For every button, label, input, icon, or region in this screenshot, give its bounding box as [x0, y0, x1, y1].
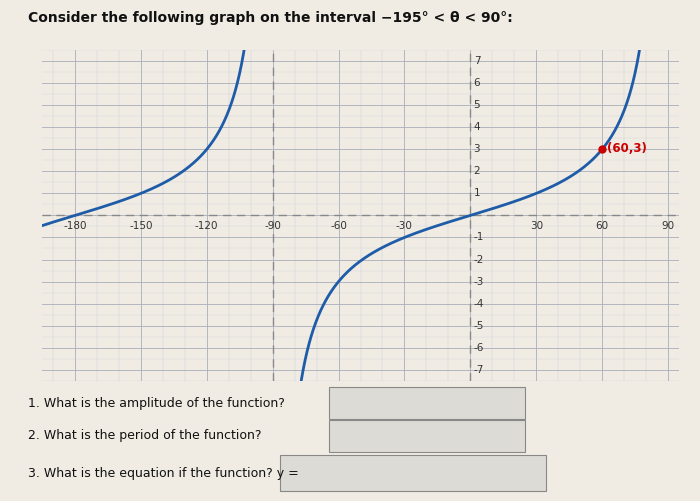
Text: -2: -2	[474, 255, 484, 265]
Text: Consider the following graph on the interval −195° < θ < 90°:: Consider the following graph on the inte…	[28, 11, 512, 25]
Text: -1: -1	[474, 232, 484, 242]
Text: -5: -5	[474, 321, 484, 331]
Text: -7: -7	[474, 365, 484, 375]
Text: -60: -60	[330, 221, 347, 231]
Text: 3: 3	[474, 144, 480, 154]
FancyBboxPatch shape	[280, 455, 546, 491]
Text: 6: 6	[474, 78, 480, 88]
Text: 4: 4	[474, 122, 480, 132]
Text: 1. What is the amplitude of the function?: 1. What is the amplitude of the function…	[28, 397, 285, 410]
Text: -180: -180	[63, 221, 87, 231]
Text: 90: 90	[662, 221, 675, 231]
Text: -120: -120	[195, 221, 218, 231]
Text: -30: -30	[396, 221, 413, 231]
Text: -150: -150	[129, 221, 153, 231]
Text: (60,3): (60,3)	[606, 142, 646, 155]
Text: 30: 30	[530, 221, 542, 231]
Text: -90: -90	[264, 221, 281, 231]
Text: 5: 5	[474, 100, 480, 110]
Text: 2. What is the period of the function?: 2. What is the period of the function?	[28, 429, 262, 442]
Text: 3. What is the equation if the function? y =: 3. What is the equation if the function?…	[28, 467, 299, 480]
Text: -3: -3	[474, 277, 484, 287]
Text: 60: 60	[596, 221, 609, 231]
Text: 7: 7	[474, 56, 480, 66]
FancyBboxPatch shape	[329, 387, 525, 419]
Text: -4: -4	[474, 299, 484, 309]
FancyBboxPatch shape	[329, 420, 525, 452]
Text: 2: 2	[474, 166, 480, 176]
Text: 1: 1	[474, 188, 480, 198]
Text: -6: -6	[474, 343, 484, 353]
